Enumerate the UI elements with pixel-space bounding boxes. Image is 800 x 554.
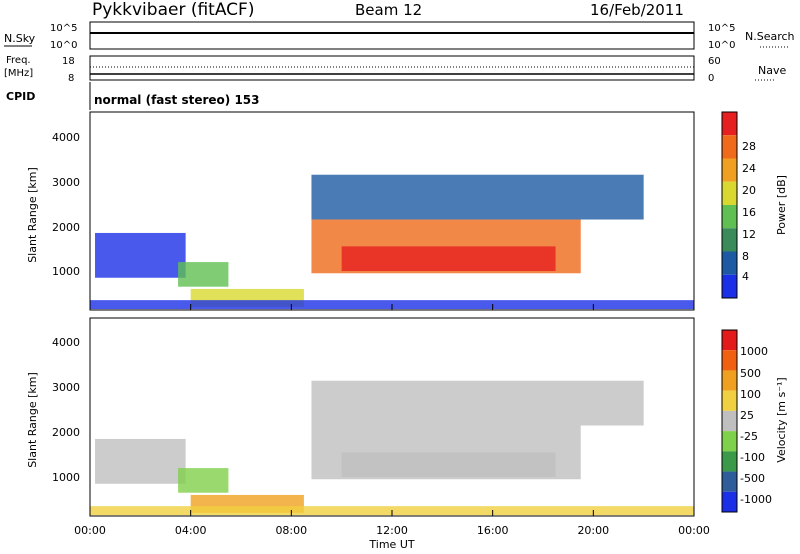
- freq-label-bottom: [MHz]: [4, 68, 33, 79]
- velocity-colorbar-step: [722, 350, 737, 371]
- x-tick-label: 04:00: [175, 524, 207, 537]
- power-scale-tick: 28: [742, 140, 756, 153]
- freq-right-tick-bottom: 0: [708, 73, 714, 84]
- power-colorbar: [721, 111, 738, 299]
- power-region: [178, 262, 229, 287]
- velocity-scale-tick: 100: [740, 388, 761, 401]
- power-colorbar-step-frame: [721, 111, 738, 299]
- velocity-colorbar-step: [722, 491, 737, 512]
- x-tick-label: 12:00: [376, 524, 408, 537]
- noise-panel-frame: [89, 21, 695, 50]
- freq-left-tick-bottom: 8: [68, 73, 74, 84]
- velocity-colorbar-step: [722, 451, 737, 472]
- freq-right-tick-top: 60: [708, 56, 721, 67]
- velocity-scale-tick: 1000: [740, 345, 768, 358]
- velocity-scale-tick: -1000: [740, 493, 772, 506]
- freq-left-tick-top: 18: [62, 56, 75, 67]
- power-colorbar-step: [722, 181, 737, 205]
- power-ylabel: Slant Range [km]: [26, 167, 39, 263]
- cpid-label: CPID: [6, 90, 35, 103]
- power-scale-tick: 12: [742, 228, 756, 241]
- power-colorbar-step: [722, 135, 737, 159]
- x-tick-label: 08:00: [275, 524, 307, 537]
- velocity-colorbar-step: [722, 390, 737, 411]
- velocity-colorbar-step: [722, 330, 737, 351]
- date-title: 16/Feb/2011: [590, 1, 684, 19]
- x-axis-ticks: [89, 304, 695, 516]
- velocity-ytick: 2000: [52, 426, 80, 439]
- power-colorbar-step: [722, 228, 737, 252]
- velocity-scale-tick: -500: [740, 472, 765, 485]
- power-region: [95, 232, 186, 278]
- freq-panel-frame: [89, 55, 695, 81]
- noise-right-tick-top: 10^5: [708, 23, 735, 34]
- velocity-region: [95, 438, 186, 484]
- power-scale-tick: 8: [742, 250, 749, 263]
- noise-right-tick-bottom: 10^0: [708, 40, 735, 51]
- noise-right-label: N.Search: [745, 30, 795, 43]
- noise-left-tick-bottom: 10^0: [50, 40, 77, 51]
- velocity-ytick: 3000: [52, 381, 80, 394]
- freq-label-top: Freq.: [6, 55, 31, 66]
- velocity-ytick: 1000: [52, 471, 80, 484]
- x-axis-label: Time UT: [368, 538, 414, 551]
- cpid-text: normal (fast stereo) 153: [94, 93, 260, 107]
- beam-title: Beam 12: [355, 1, 422, 19]
- velocity-colorbar-step: [722, 471, 737, 492]
- power-ytick: 2000: [52, 221, 80, 234]
- x-tick-label: 00:00: [74, 524, 106, 537]
- velocity-ytick: 4000: [52, 336, 80, 349]
- velocity-scale-tick: -25: [740, 430, 758, 443]
- power-colorbar-step: [722, 158, 737, 182]
- power-region: [341, 246, 556, 272]
- power-scale-tick: 20: [742, 184, 756, 197]
- velocity-region: [311, 380, 644, 426]
- velocity-scale-label: Velocity [m s⁻¹]: [775, 377, 788, 462]
- velocity-region: [178, 468, 229, 493]
- power-colorbar-step: [722, 112, 737, 136]
- velocity-scale-tick: 500: [740, 367, 761, 380]
- power-scale-label: Power [dB]: [775, 175, 788, 235]
- power-data: [90, 174, 694, 310]
- velocity-region: [341, 452, 556, 478]
- power-colorbar-step: [722, 251, 737, 275]
- velocity-colorbar-step: [722, 370, 737, 391]
- power-ytick: 1000: [52, 265, 80, 278]
- velocity-data: [90, 380, 694, 516]
- power-scale-tick: 4: [742, 270, 749, 283]
- power-colorbar-step: [722, 274, 737, 298]
- velocity-ylabel: Slant Range [km]: [26, 372, 39, 468]
- noise-left-label: N.Sky: [4, 32, 36, 45]
- x-tick-label: 20:00: [577, 524, 609, 537]
- power-region: [311, 174, 644, 220]
- power-ytick: 3000: [52, 176, 80, 189]
- x-tick-label: 16:00: [477, 524, 509, 537]
- power-scale-tick: 16: [742, 206, 756, 219]
- x-tick-label: 00:00: [678, 524, 710, 537]
- noise-left-tick-top: 10^5: [50, 23, 77, 34]
- power-scale-tick: 24: [742, 162, 756, 175]
- velocity-colorbar-step: [722, 431, 737, 452]
- velocity-colorbar: [721, 329, 738, 513]
- velocity-colorbar-step-frame: [721, 329, 738, 513]
- site-title: Pykkvibaer (fitACF): [92, 0, 254, 20]
- power-colorbar-step: [722, 205, 737, 229]
- velocity-scale-tick: -100: [740, 451, 765, 464]
- velocity-scale-tick: 25: [740, 409, 754, 422]
- power-ytick: 4000: [52, 131, 80, 144]
- velocity-colorbar-step: [722, 410, 737, 432]
- nave-label: Nave: [758, 64, 786, 77]
